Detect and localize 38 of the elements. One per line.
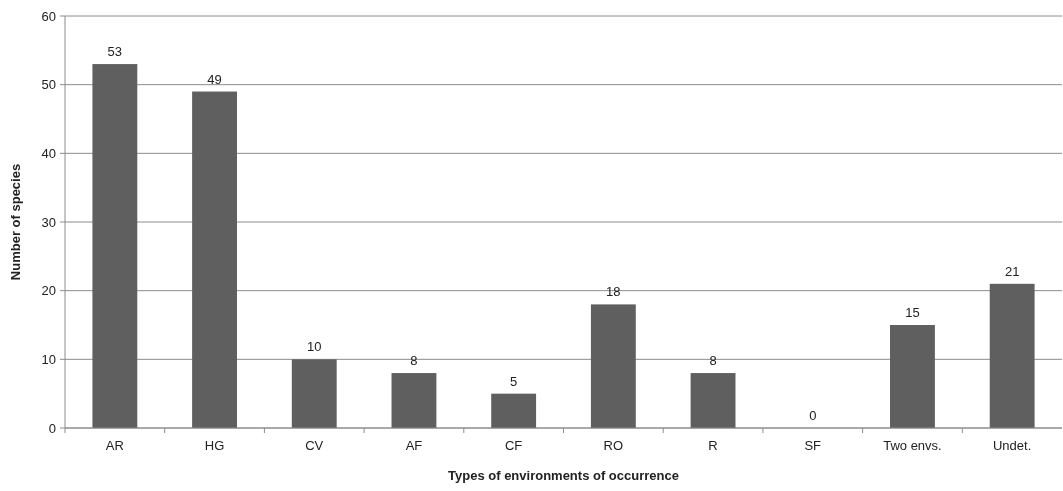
bar [491, 393, 537, 428]
x-tick-label: CF [504, 438, 523, 453]
bar [92, 64, 138, 428]
bar [989, 283, 1035, 428]
y-axis-title: Number of species [8, 163, 23, 281]
x-tick-label: HG [204, 438, 225, 453]
x-axis-title: Types of environments of occurrence [448, 468, 679, 483]
bar [590, 304, 636, 428]
bar [291, 359, 337, 428]
bar [890, 325, 935, 428]
data-label: 8 [709, 353, 717, 369]
x-tick-label: AR [105, 438, 124, 453]
x-tick-label: AF [405, 438, 423, 453]
data-label: 5 [510, 373, 518, 389]
y-tick-label: 30 [41, 214, 56, 230]
x-tick-label: Two envs. [883, 438, 942, 453]
y-tick-label: 50 [41, 77, 56, 93]
data-label: 21 [1004, 263, 1020, 279]
data-label: 8 [410, 353, 418, 369]
data-label: 15 [905, 305, 920, 320]
data-label: 10 [307, 339, 322, 355]
x-tick-label: RO [603, 438, 624, 453]
y-tick-label: 20 [41, 283, 56, 299]
x-tick-label: R [708, 438, 718, 453]
x-tick-label: SF [804, 438, 822, 453]
bar [192, 91, 237, 428]
data-label: 18 [606, 284, 621, 300]
data-label: 53 [107, 44, 123, 60]
bar [391, 373, 437, 428]
data-label: 49 [207, 71, 222, 87]
y-tick-label: 60 [41, 8, 56, 24]
bar [690, 373, 736, 428]
y-tick-label: 0 [48, 420, 56, 436]
data-label: 0 [809, 408, 817, 423]
x-tick-label: CV [305, 438, 324, 453]
y-tick-label: 40 [41, 145, 56, 161]
x-tick-label: Undet. [992, 438, 1032, 453]
y-tick-label: 10 [41, 351, 56, 367]
